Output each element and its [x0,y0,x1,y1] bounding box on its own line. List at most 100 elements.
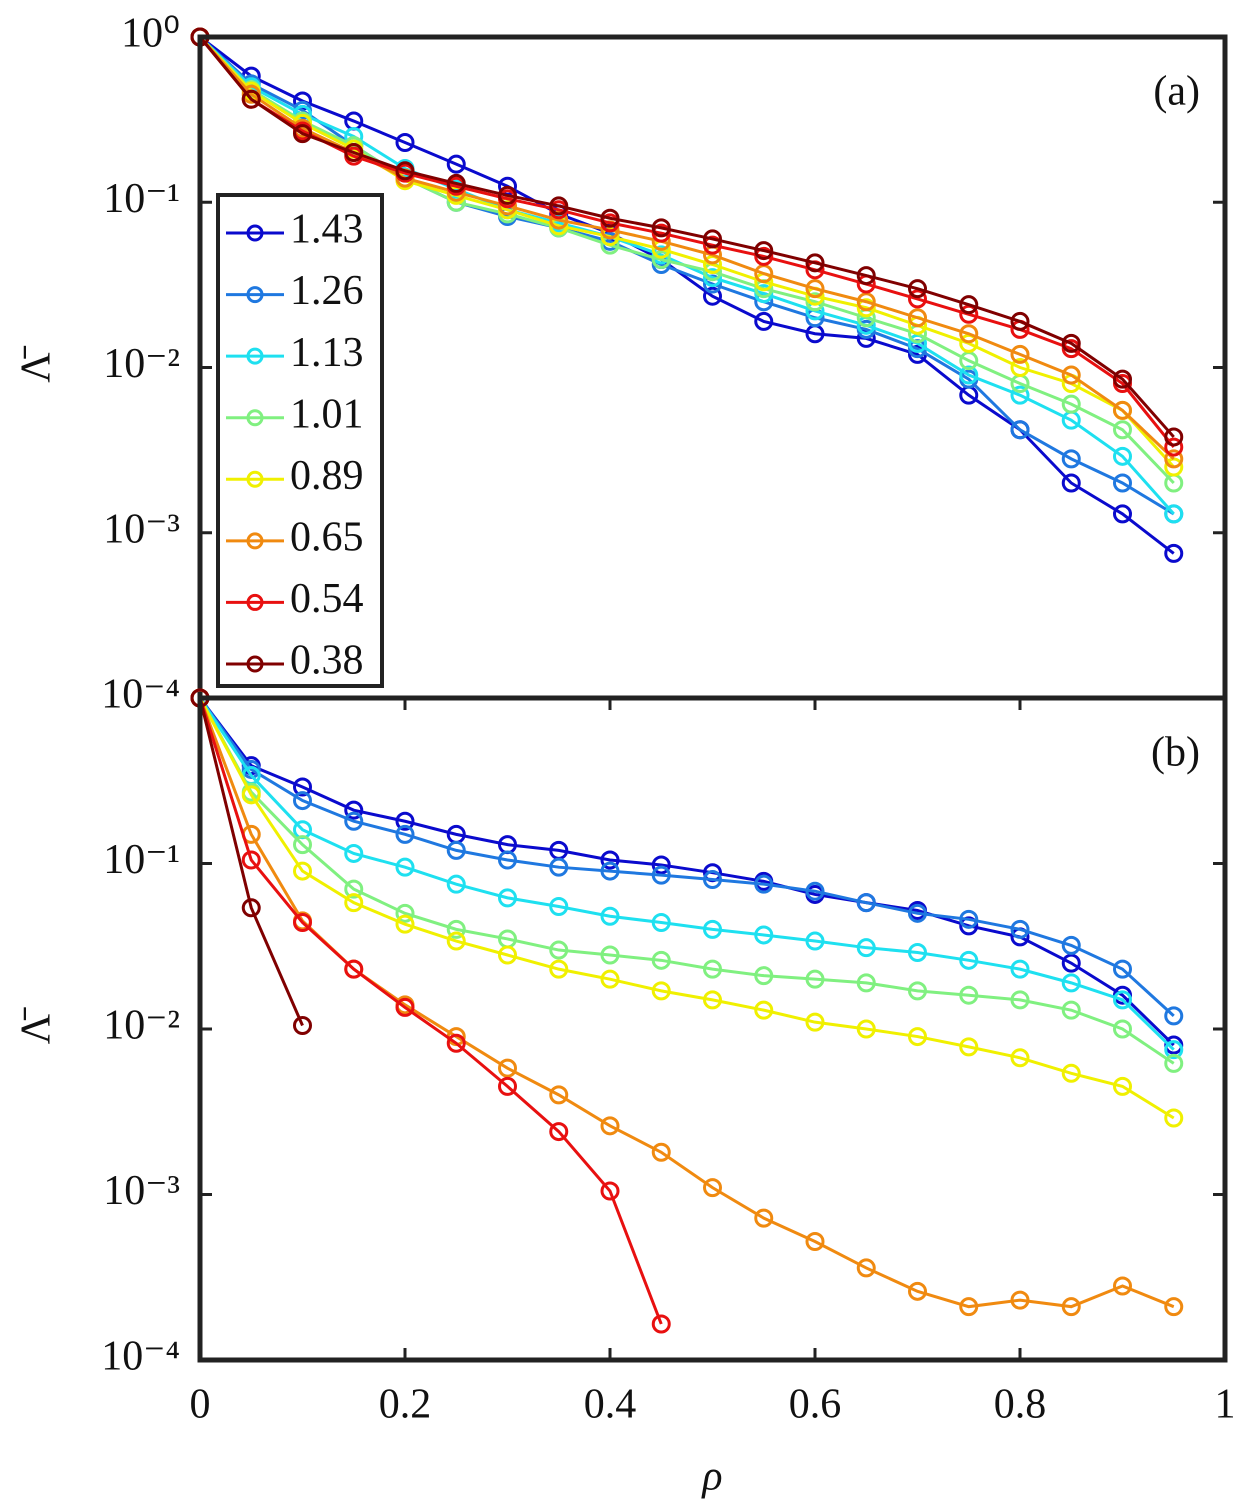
point [856,1019,876,1039]
point [1061,973,1081,993]
plot-area [200,698,1225,1360]
point [344,879,364,899]
point [805,279,825,299]
point [344,893,364,913]
legend-label: 1.26 [290,268,364,314]
point [703,959,722,979]
point [1061,1297,1081,1317]
point [1010,959,1030,979]
point [754,241,774,261]
panel-label: (b) [1151,730,1200,776]
point [1061,935,1081,955]
point [703,235,722,255]
point [1164,437,1184,457]
point [805,881,825,901]
point [600,861,620,881]
point [1061,953,1081,973]
point [549,210,569,230]
point [805,1232,825,1252]
legend-marker [246,655,264,673]
y-tick-label: 10⁰ [121,11,180,57]
point [1113,1276,1132,1296]
point [651,913,671,933]
legend-label: 0.65 [290,514,364,560]
point [344,843,364,863]
point [446,874,466,894]
point [395,903,415,923]
point [1061,333,1081,353]
point [293,913,312,933]
point [446,840,466,860]
point [1164,1040,1184,1060]
y-axis-label: Λ̄ [14,345,60,382]
point [1164,1006,1184,1026]
point [549,940,569,960]
point [754,925,774,945]
point [1113,473,1132,493]
point [1164,1297,1184,1317]
x-tick-label: 1 [1215,1382,1236,1428]
point [1010,358,1030,377]
point [1010,385,1030,405]
point [446,173,466,193]
point [395,824,415,844]
point [651,855,671,875]
point [1164,457,1184,477]
point [908,942,927,962]
point [1113,446,1132,466]
point [1010,919,1030,939]
y-tick-label: 10⁻² [103,1003,180,1049]
legend-label: 0.54 [290,576,364,622]
point [395,132,415,152]
point [651,1314,671,1334]
point [651,223,671,243]
point [293,861,312,881]
point [549,1122,569,1142]
point [1164,1108,1184,1128]
legend-marker [246,347,264,365]
point [1010,311,1030,331]
point [1113,504,1132,524]
point [241,785,261,805]
x-tick-label: 0.2 [379,1382,432,1428]
x-axis-label: ρ [700,1454,722,1500]
point [1010,1048,1030,1068]
point [856,266,876,286]
point [959,985,979,1005]
point [856,938,876,958]
series-line [198,697,663,1325]
legend-label: 1.01 [290,391,364,437]
point [1164,427,1184,447]
point [1010,420,1030,440]
point [1164,1053,1184,1073]
point [1061,1063,1081,1083]
x-tick-label: 0 [190,1382,211,1428]
legend-label: 0.38 [290,638,364,684]
legend-label: 1.43 [290,207,364,253]
point [241,898,261,918]
point [1164,504,1184,524]
point [395,811,415,831]
point [856,973,876,993]
point [344,800,364,820]
point [600,208,620,228]
point [959,324,979,344]
point [1061,1000,1081,1020]
point [498,1076,517,1096]
point [908,279,927,299]
point [1010,1290,1030,1310]
point [1113,1019,1132,1039]
point [1061,449,1081,469]
legend-box [216,193,384,688]
point [703,286,722,306]
point [549,196,569,216]
point [1010,344,1030,364]
point [1113,990,1132,1010]
point [651,218,671,238]
point [908,903,927,923]
point [446,931,466,951]
point [241,850,261,870]
legend-marker [246,593,264,611]
point [241,89,261,109]
point [703,229,722,249]
